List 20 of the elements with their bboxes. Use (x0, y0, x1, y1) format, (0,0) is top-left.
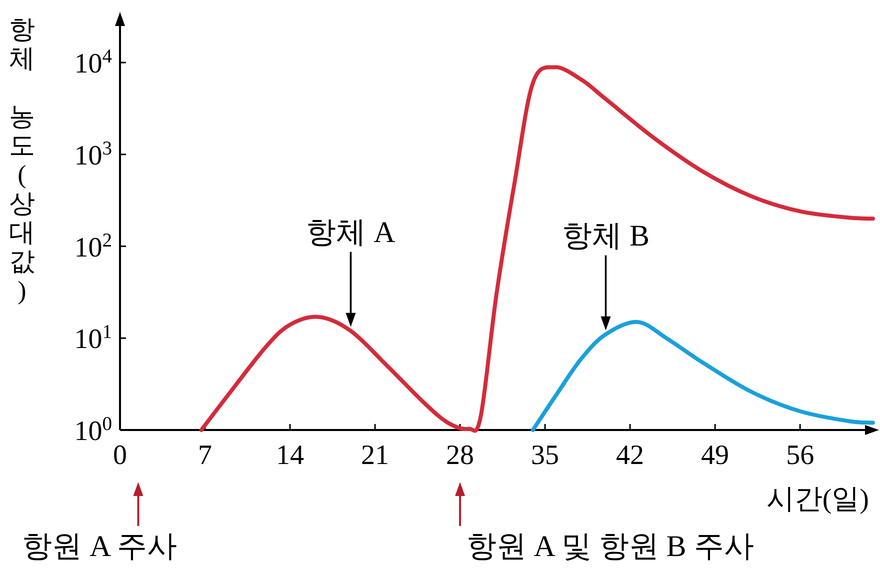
y-tick-label: 10$^{2}$ (74, 230, 112, 264)
y-tick-label: 10$^{1}$ (74, 322, 112, 356)
text: 항원 A 및 항원 B 주사 (466, 530, 754, 563)
x-axis-title: 시간(일) (766, 484, 869, 515)
x-tick-label: 0 (113, 440, 127, 471)
annotation: 항체 A (306, 216, 396, 249)
x-tick-label: 35 (531, 440, 560, 471)
x-tick-label: 7 (198, 440, 212, 471)
y-tick-label: 10$^{4}$ (74, 46, 112, 80)
text: 항체 농도(상대값) (9, 15, 35, 305)
y-tick-label: 10$^{3}$ (74, 138, 112, 172)
x-tick-label: 28 (446, 440, 474, 471)
x-tick-label: 21 (361, 440, 390, 471)
annotation: 항체 B (562, 219, 650, 252)
x-tick-label: 14 (276, 440, 304, 471)
x-tick-label: 56 (786, 440, 814, 471)
x-tick-label: 42 (616, 440, 644, 471)
x-tick-label: 49 (701, 440, 730, 471)
y-tick-label: 10$^{0}$ (74, 414, 112, 447)
text: 항원 A 주사 (22, 530, 178, 563)
